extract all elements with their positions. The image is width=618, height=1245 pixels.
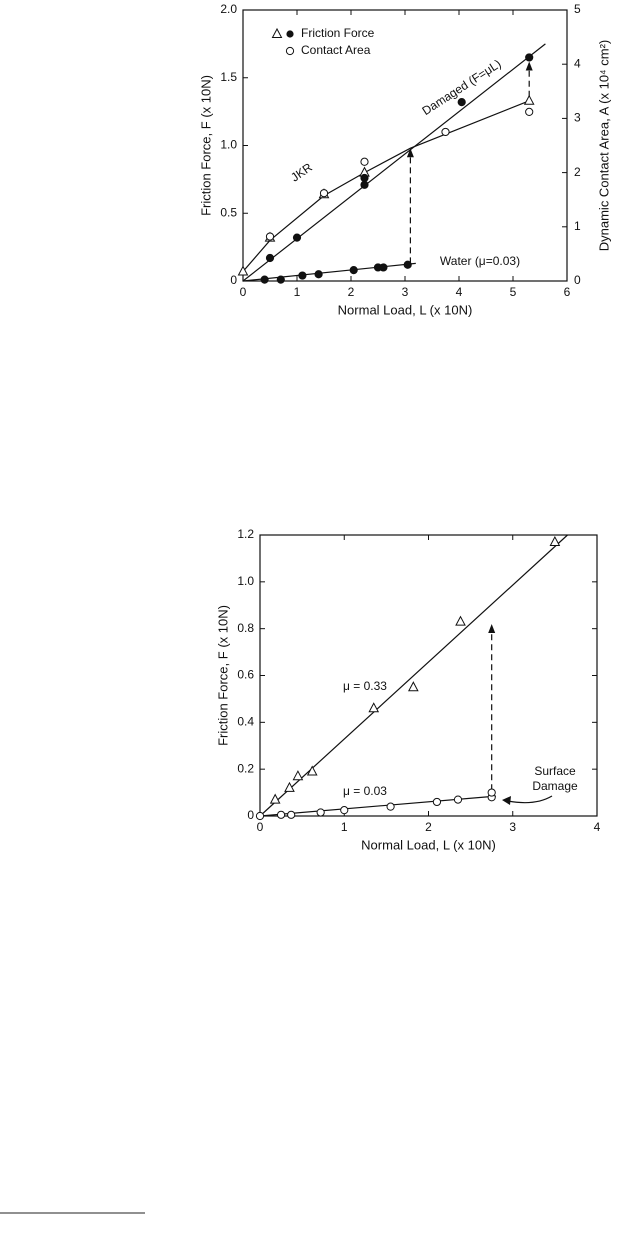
x-tick-label: 5: [510, 285, 517, 299]
arrow-head: [406, 148, 414, 158]
y-tick-label: 2.0: [220, 2, 237, 16]
data-point: [523, 94, 535, 105]
x-tick-label: 1: [341, 820, 348, 834]
data-point: [316, 808, 325, 817]
data-point: [453, 795, 463, 804]
y-tick-label: 1.0: [237, 574, 254, 588]
data-point: [292, 233, 302, 242]
fit-line: [259, 534, 568, 817]
callout-arrow: [507, 795, 553, 804]
y-tick-label: 0.2: [237, 761, 254, 775]
y-tick-label: 1.5: [220, 70, 237, 84]
data-point: [525, 107, 534, 116]
data-point: [269, 793, 281, 804]
data-point: [292, 770, 304, 781]
annotation: μ = 0.03: [343, 784, 387, 798]
data-point: [386, 802, 395, 811]
y-axis-label: Friction Force, F (x 10N): [215, 605, 230, 746]
x-tick-label: 4: [456, 285, 463, 299]
fit-line: [242, 262, 416, 282]
data-point: [403, 260, 412, 269]
data-point: [549, 535, 561, 547]
data-point: [298, 271, 307, 280]
data-point: [455, 615, 466, 626]
y-tick-label: 1.2: [237, 527, 254, 541]
data-point: [265, 232, 275, 241]
x-tick-label: 0: [257, 820, 264, 834]
x-tick-label: 3: [509, 820, 516, 834]
y-axis-label: Friction Force, F (x 10N): [198, 75, 213, 216]
data-point: [265, 253, 275, 263]
y-tick-label: 0.8: [237, 621, 254, 635]
arrow-head: [525, 61, 533, 71]
x-tick-label: 3: [402, 285, 409, 299]
x-axis-label: Normal Load, L (x 10N): [338, 302, 473, 317]
x-tick-label: 6: [564, 285, 571, 299]
x-tick-label: 4: [594, 820, 601, 834]
data-point: [368, 702, 380, 713]
data-point: [379, 263, 388, 272]
y2-tick-label: 2: [574, 165, 581, 179]
data-point: [487, 788, 496, 797]
annotation: μ = 0.33: [343, 679, 387, 693]
fit-line: [242, 100, 530, 272]
x-tick-label: 0: [240, 285, 247, 299]
data-point: [276, 810, 286, 819]
annotation: Surface: [534, 764, 576, 778]
data-point: [360, 157, 369, 166]
data-point: [349, 266, 358, 275]
data-point: [237, 265, 249, 276]
y-tick-label: 0.6: [237, 668, 254, 682]
x-tick-label: 1: [294, 285, 301, 299]
data-point: [284, 781, 295, 792]
arrow-head: [488, 623, 496, 633]
x-axis-label: Normal Load, L (x 10N): [361, 837, 496, 852]
data-point: [432, 797, 442, 807]
data-point: [255, 811, 265, 821]
y2-tick-label: 1: [574, 219, 581, 233]
data-point: [260, 275, 269, 284]
legend-label: Contact Area: [301, 43, 371, 57]
y2-tick-label: 5: [574, 2, 581, 16]
y2-tick-label: 3: [574, 111, 581, 125]
data-point: [314, 270, 323, 279]
legend-symbol: [286, 30, 294, 38]
data-point: [457, 98, 466, 107]
annotation: JKR: [288, 160, 315, 185]
annotation: Damaged (F=μL): [419, 57, 503, 118]
annotation: Damage: [532, 779, 578, 793]
y-tick-label: 0.5: [220, 205, 237, 219]
y-tick-label: 0: [247, 808, 254, 822]
x-tick-label: 2: [348, 285, 355, 299]
fit-line: [242, 43, 546, 282]
data-point: [319, 189, 329, 198]
legend-symbol: [285, 46, 295, 56]
data-point: [408, 681, 419, 692]
x-tick-label: 2: [425, 820, 432, 834]
data-point: [441, 127, 450, 137]
y2-tick-label: 0: [574, 273, 581, 287]
data-point: [360, 173, 369, 183]
data-point: [276, 275, 285, 284]
legend-symbol: [271, 27, 283, 38]
y-tick-label: 0: [230, 273, 237, 287]
y-tick-label: 0.4: [237, 715, 254, 729]
legend-label: Friction Force: [301, 26, 375, 40]
data-point: [360, 180, 369, 189]
y-tick-label: 1.0: [220, 138, 237, 152]
data-point: [306, 765, 318, 776]
data-point: [287, 810, 296, 819]
data-point: [340, 806, 349, 815]
y2-tick-label: 4: [574, 56, 581, 70]
annotation: Water (μ=0.03): [440, 254, 520, 268]
data-point: [525, 53, 534, 62]
y2-axis-label: Dynamic Contact Area, A (x 10⁴ cm²): [596, 40, 611, 252]
callout-head: [502, 796, 511, 805]
